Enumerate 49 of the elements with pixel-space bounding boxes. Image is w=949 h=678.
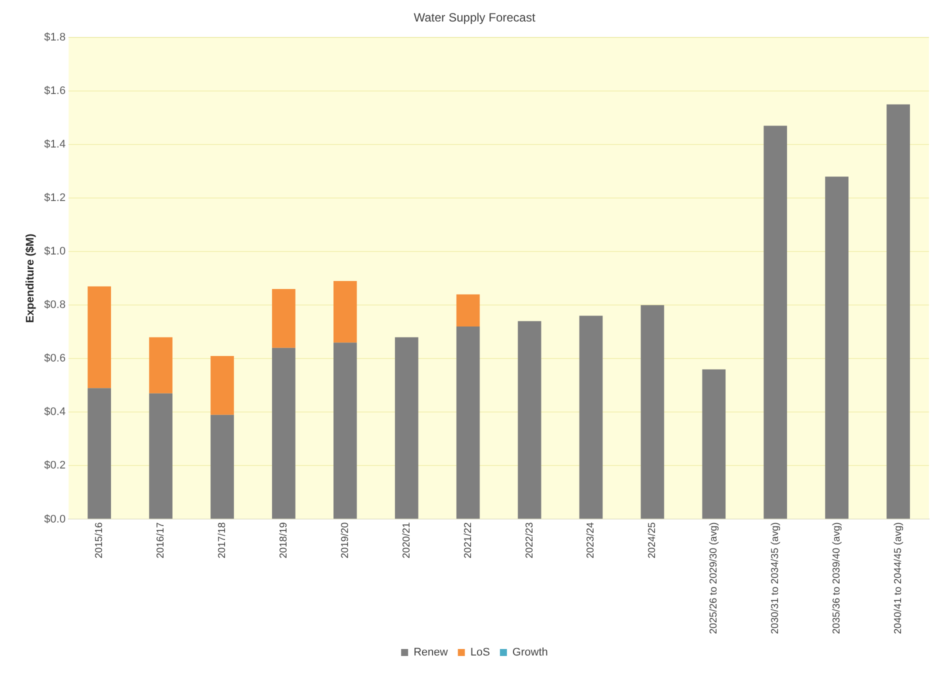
bar xyxy=(394,337,418,519)
x-tick-label: 2024/25 xyxy=(647,522,658,558)
bar xyxy=(640,305,664,519)
x-tick-label: 2019/20 xyxy=(340,522,351,558)
bar xyxy=(333,342,357,519)
x-tick-label: 2022/23 xyxy=(524,522,536,558)
bar xyxy=(149,337,172,394)
legend-label: Growth xyxy=(512,646,548,659)
y-tick-label: $1.0 xyxy=(44,246,66,258)
y-tick-label: $0.8 xyxy=(44,299,66,312)
x-tick-label: 2035/36 to 2039/40 (avg) xyxy=(832,522,843,634)
bar xyxy=(88,388,112,519)
bar xyxy=(456,326,480,519)
bar xyxy=(579,316,603,519)
bar xyxy=(272,348,296,519)
y-tick-label: $0.2 xyxy=(44,460,66,472)
bar xyxy=(210,356,234,415)
bar xyxy=(149,393,172,519)
x-tick-label: 2020/21 xyxy=(401,522,412,558)
bar xyxy=(456,294,480,327)
y-tick-label: $0.4 xyxy=(44,406,66,418)
bar xyxy=(518,321,542,519)
x-tick-label: 2016/17 xyxy=(156,522,167,558)
x-tick-label: 2040/41 to 2044/45 (avg) xyxy=(893,522,904,634)
y-tick-label: $0.6 xyxy=(44,352,66,365)
bar xyxy=(88,286,112,388)
x-tick-label: 2030/31 to 2034/35 (avg) xyxy=(770,522,782,634)
legend-label: Renew xyxy=(414,646,448,659)
y-tick-label: $1.2 xyxy=(44,192,66,204)
bar xyxy=(764,126,788,519)
y-tick-label: $0.0 xyxy=(44,513,66,526)
y-tick-label: $1.4 xyxy=(44,138,66,151)
y-axis-title: Expenditure ($M) xyxy=(24,233,37,323)
x-tick-label: 2021/22 xyxy=(462,522,474,558)
x-tick-label: 2017/18 xyxy=(217,522,228,558)
bar xyxy=(272,289,296,348)
bar xyxy=(825,176,848,519)
chart-title: Water Supply Forecast xyxy=(414,10,536,25)
y-tick-label: $1.6 xyxy=(44,84,66,97)
bar xyxy=(210,414,234,519)
y-tick-label: $1.8 xyxy=(44,31,66,44)
legend-label: LoS xyxy=(470,646,490,659)
bar xyxy=(333,281,357,343)
x-tick-label: 2023/24 xyxy=(586,522,597,558)
x-tick-label: 2018/19 xyxy=(278,522,290,558)
x-tick-label: 2015/16 xyxy=(94,522,106,558)
bar xyxy=(886,104,910,519)
bar xyxy=(702,369,726,519)
x-tick-label: 2025/26 to 2029/30 (avg) xyxy=(708,522,720,634)
